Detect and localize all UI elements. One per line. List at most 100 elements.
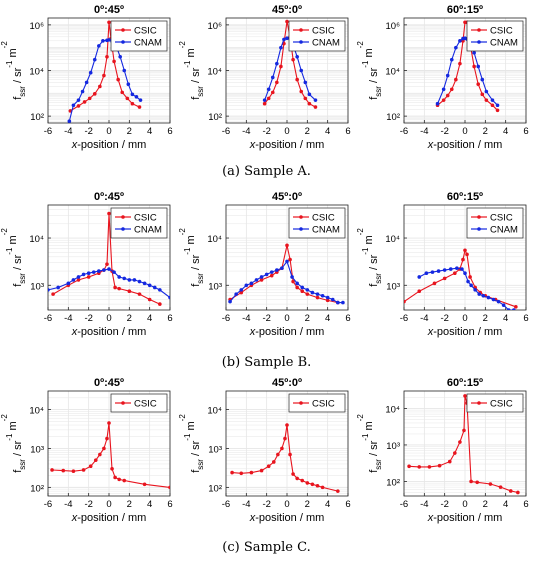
series-line: [229, 245, 338, 304]
legend-label: CNAM: [134, 225, 162, 236]
data-point: [476, 64, 481, 69]
legend-label: CNAM: [312, 225, 340, 236]
x-tick-label: -2: [440, 499, 448, 510]
data-point: [432, 281, 437, 286]
data-point: [51, 292, 55, 296]
data-point: [71, 103, 76, 108]
data-point: [498, 485, 503, 489]
x-tick-label: -4: [64, 499, 72, 510]
data-point: [269, 273, 274, 278]
x-axis-label: x-position / mm: [427, 512, 503, 524]
data-point: [486, 295, 491, 300]
data-point: [97, 44, 101, 48]
chart-panel-4: -6 -4 -2 0 2 4 6 10³ 10⁴ 0º:45º x-position / mm fss…: [0, 191, 173, 338]
legend-label: CNAM: [490, 225, 518, 236]
data-point: [512, 308, 516, 310]
series-csic: [407, 394, 520, 495]
data-point: [288, 452, 292, 457]
data-point: [105, 54, 109, 59]
data-point: [264, 272, 269, 277]
x-tick-label: -4: [64, 126, 72, 137]
data-point: [441, 87, 446, 92]
data-point: [262, 101, 267, 106]
data-point: [458, 39, 462, 43]
data-point: [61, 468, 66, 473]
x-tick-label: 6: [523, 313, 528, 324]
y-axis-label: fssr / sr-1 m-2: [0, 414, 27, 473]
data-point: [102, 73, 106, 78]
data-point: [107, 267, 111, 271]
data-point: [455, 266, 459, 270]
x-tick-label: 6: [167, 126, 172, 137]
data-point: [445, 73, 450, 78]
data-point: [168, 295, 170, 300]
data-point: [291, 279, 295, 284]
series-csic: [230, 423, 340, 493]
data-point: [275, 80, 279, 85]
data-point: [336, 300, 340, 305]
x-tick-label: -2: [262, 126, 270, 137]
x-tick-label: -4: [420, 499, 428, 510]
data-point: [142, 482, 147, 487]
data-point: [81, 272, 86, 277]
x-tick-label: 6: [167, 313, 172, 324]
series-csic: [51, 211, 162, 306]
data-point: [313, 98, 318, 102]
data-point: [480, 92, 485, 97]
data-point: [320, 293, 325, 298]
x-tick-label: 0: [462, 126, 467, 137]
y-tick-label: 10³: [208, 281, 222, 292]
data-point: [279, 64, 283, 69]
series-csic: [262, 19, 318, 109]
data-point: [447, 459, 452, 464]
data-point: [463, 394, 467, 398]
data-point: [449, 87, 454, 92]
legend-label: CSIC: [134, 399, 157, 410]
data-point: [279, 45, 283, 50]
x-tick-label: 6: [523, 499, 528, 510]
y-tick-label: 10⁴: [385, 234, 400, 245]
data-point: [496, 299, 501, 304]
chart-panel-9: -6 -4 -2 0 2 4 6 10² 10³ 10⁴ 60º:15º x-position / m…: [356, 377, 529, 524]
data-point: [285, 243, 289, 248]
series-line: [52, 423, 170, 488]
data-point: [407, 464, 411, 469]
data-point: [291, 57, 295, 62]
data-point: [463, 271, 467, 276]
data-point: [269, 270, 274, 274]
legend-label: CSIC: [134, 26, 157, 37]
data-point: [127, 278, 132, 282]
y-axis-label: fssr / sr-1 m-2: [178, 414, 205, 473]
x-tick-label: -4: [242, 499, 250, 510]
chart-panel-3: -6 -4 -2 0 2 4 6 10² 10⁴ 10⁶ 60º:15º x-position / m…: [356, 4, 529, 151]
series-cnam: [48, 267, 170, 300]
x-tick-label: 2: [305, 126, 310, 137]
x-tick-label: 2: [127, 126, 132, 137]
data-point: [107, 421, 111, 425]
data-point: [299, 68, 304, 73]
data-point: [137, 292, 142, 296]
data-point: [249, 281, 254, 286]
x-tick-label: 6: [345, 313, 350, 324]
data-point: [484, 89, 489, 94]
y-tick-label: 10²: [208, 483, 222, 494]
data-point: [465, 252, 469, 257]
x-tick-label: 4: [503, 313, 508, 324]
x-tick-label: 0: [284, 499, 289, 510]
legend-label: CSIC: [490, 399, 513, 410]
data-point: [230, 470, 234, 475]
data-point: [107, 38, 111, 42]
x-tick-label: 2: [127, 313, 132, 324]
x-tick-label: -2: [84, 499, 92, 510]
x-tick-label: 0: [106, 313, 111, 324]
data-point: [66, 281, 71, 286]
data-point: [259, 468, 264, 473]
data-point: [495, 103, 500, 108]
data-point: [516, 490, 520, 495]
data-point: [313, 105, 318, 109]
